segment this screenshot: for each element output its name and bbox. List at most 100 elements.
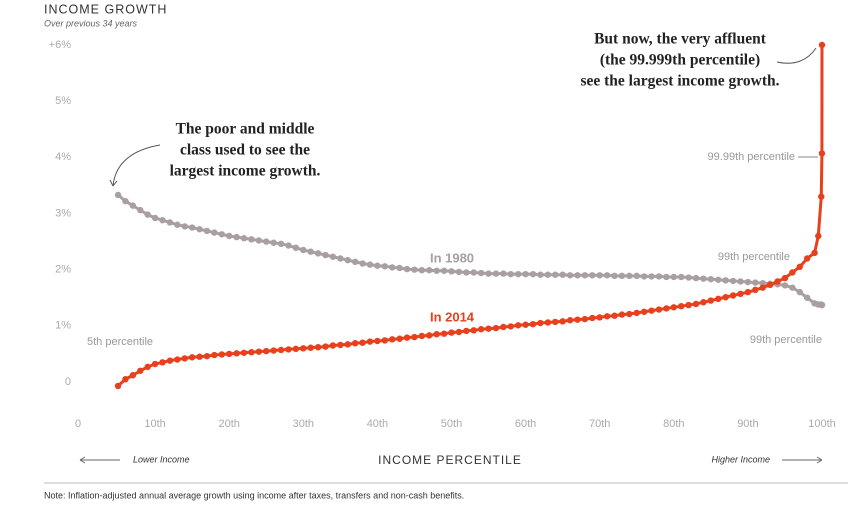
data-point — [322, 343, 329, 350]
data-point — [744, 278, 752, 286]
y-tick-label: 2% — [55, 264, 71, 276]
data-point — [129, 372, 137, 379]
data-point — [329, 253, 337, 260]
data-point — [811, 249, 818, 257]
annotation-arrow — [776, 47, 817, 64]
data-point — [670, 273, 677, 281]
data-point — [507, 270, 514, 278]
data-point — [796, 288, 803, 296]
data-point — [492, 324, 500, 332]
data-point — [678, 302, 685, 310]
data-point — [574, 272, 581, 279]
data-point — [685, 274, 692, 281]
data-point — [344, 341, 351, 348]
data-point — [351, 258, 359, 266]
data-point — [366, 338, 374, 345]
data-point — [700, 299, 707, 306]
data-point — [700, 275, 707, 282]
data-point — [151, 360, 159, 368]
data-point — [381, 263, 389, 270]
data-point — [559, 318, 566, 325]
data-point — [285, 346, 292, 353]
data-point — [240, 235, 248, 242]
data-point — [255, 237, 263, 244]
annotation: 5th percentile — [87, 336, 153, 348]
data-point — [566, 317, 574, 324]
data-point — [151, 214, 159, 222]
data-point — [226, 232, 233, 240]
data-point — [129, 202, 137, 209]
data-point — [270, 239, 277, 246]
x-tick-label: 10th — [144, 418, 165, 430]
x-tick-label: 20th — [218, 418, 239, 430]
annotation: But now, the very affluent — [594, 31, 767, 48]
x-tick-label: 100th — [808, 418, 836, 430]
y-tick-label: 3% — [55, 207, 71, 219]
data-point — [500, 323, 507, 331]
data-point — [137, 367, 144, 374]
data-point — [514, 270, 522, 278]
data-point — [440, 267, 448, 274]
data-point — [633, 309, 640, 317]
data-point — [314, 343, 322, 351]
data-point — [566, 272, 574, 279]
note: Note: Inflation-adjusted annual average … — [44, 490, 464, 500]
data-point — [759, 284, 766, 291]
data-point — [796, 263, 803, 271]
data-point — [803, 255, 811, 262]
data-point — [114, 191, 122, 199]
data-point — [722, 277, 729, 284]
annotation: 99th percentile — [718, 251, 790, 263]
x-axis-title: INCOME PERCENTILE — [378, 453, 522, 467]
data-point — [522, 270, 529, 278]
data-point — [477, 269, 485, 277]
data-point — [500, 270, 507, 277]
series-label: In 1980 — [430, 250, 474, 265]
data-point — [300, 345, 307, 352]
data-point — [218, 351, 225, 358]
data-point — [188, 224, 196, 231]
data-point — [470, 269, 477, 276]
data-point — [426, 267, 433, 274]
x-tick-label: 90th — [737, 418, 758, 430]
data-point — [248, 349, 255, 356]
data-point — [815, 232, 822, 240]
data-point — [374, 337, 381, 345]
data-point — [381, 337, 389, 344]
data-point — [559, 271, 566, 278]
data-point — [263, 347, 270, 355]
chart-title: INCOME GROWTH — [44, 2, 167, 16]
data-point — [655, 306, 663, 313]
series-line — [117, 44, 824, 388]
data-point — [403, 265, 411, 273]
data-point — [529, 270, 537, 278]
chart-subtitle: Over previous 34 years — [44, 18, 138, 28]
data-point — [396, 264, 403, 272]
data-point — [463, 327, 470, 335]
data-point — [507, 323, 514, 330]
data-point — [663, 305, 670, 312]
data-point — [529, 320, 537, 328]
data-point — [737, 278, 744, 285]
arrow-head — [79, 456, 86, 464]
data-point — [166, 357, 174, 364]
data-point — [818, 193, 825, 200]
data-point — [603, 313, 611, 320]
data-point — [781, 282, 789, 289]
data-point — [351, 340, 359, 347]
data-point — [159, 359, 166, 366]
data-point — [655, 273, 663, 280]
data-point — [263, 238, 270, 245]
x-tick-label: 60th — [515, 418, 536, 430]
data-point — [270, 347, 277, 354]
data-point — [766, 281, 774, 289]
data-point — [174, 356, 181, 363]
data-point — [403, 334, 411, 341]
annotation: class used to see the — [180, 142, 310, 159]
x-tick-label: 70th — [589, 418, 610, 430]
data-point — [759, 279, 766, 287]
data-point — [374, 262, 381, 269]
lower-income-label: Lower Income — [133, 454, 190, 464]
data-point — [203, 227, 211, 235]
